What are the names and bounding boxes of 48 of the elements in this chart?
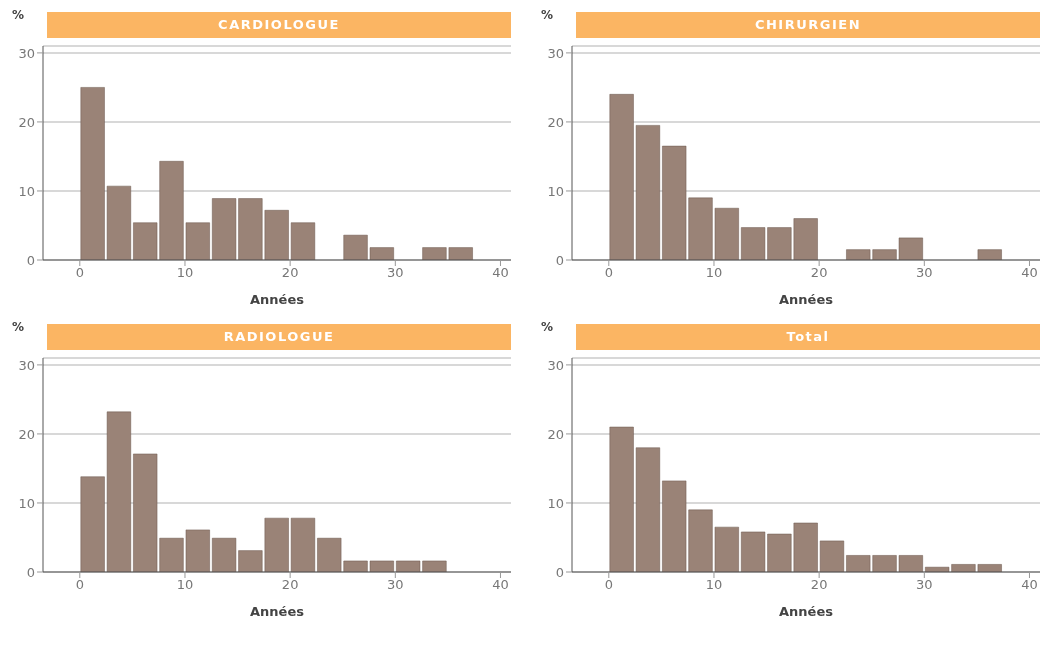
y-tick-label: 30 [18,357,35,373]
y-tick-label: 20 [18,114,35,130]
x-tick-label: 20 [810,265,828,281]
x-tick-label: 10 [176,265,194,281]
x-axis-title: Années [779,292,834,307]
x-tick-label: 40 [492,265,509,281]
y-tick-label: 10 [547,495,564,511]
x-tick-label: 20 [810,577,828,593]
x-tick-label: 0 [75,577,84,593]
y-axis-title: % [540,8,555,22]
x-tick-label: 0 [604,265,613,281]
y-tick-label: 20 [547,426,564,442]
y-tick-label: 10 [18,495,35,511]
x-tick-label: 40 [492,577,509,593]
x-tick-label: 10 [705,265,723,281]
chart-title: CHIRURGIEN [576,12,1040,38]
chart-title: RADIOLOGUE [47,324,511,350]
chart-title: CARDIOLOGUE [47,12,511,38]
y-axis-title: % [11,8,26,22]
y-tick-label: 0 [26,564,35,580]
x-axis-title: Années [250,604,305,619]
x-tick-label: 0 [604,577,613,593]
y-tick-label: 30 [547,45,564,61]
x-axis-title: Années [779,604,834,619]
y-tick-label: 20 [18,426,35,442]
y-tick-label: 30 [547,357,564,373]
x-tick-label: 10 [176,577,194,593]
y-tick-label: 10 [547,183,564,199]
x-tick-label: 40 [1021,265,1038,281]
y-axis-title: % [11,320,26,334]
y-tick-label: 10 [18,183,35,199]
y-tick-label: 0 [555,252,564,268]
x-tick-label: 20 [281,577,299,593]
y-tick-label: 20 [547,114,564,130]
x-tick-label: 10 [705,577,723,593]
y-tick-label: 30 [18,45,35,61]
x-axis-title: Années [250,292,305,307]
x-tick-label: 30 [387,577,404,593]
x-tick-label: 30 [916,577,933,593]
x-tick-label: 20 [281,265,299,281]
y-axis-title: % [540,320,555,334]
x-tick-label: 30 [916,265,933,281]
y-tick-label: 0 [26,252,35,268]
chart-title: Total [576,324,1040,350]
x-tick-label: 40 [1021,577,1038,593]
x-tick-label: 0 [75,265,84,281]
y-tick-label: 0 [555,564,564,580]
x-tick-label: 30 [387,265,404,281]
